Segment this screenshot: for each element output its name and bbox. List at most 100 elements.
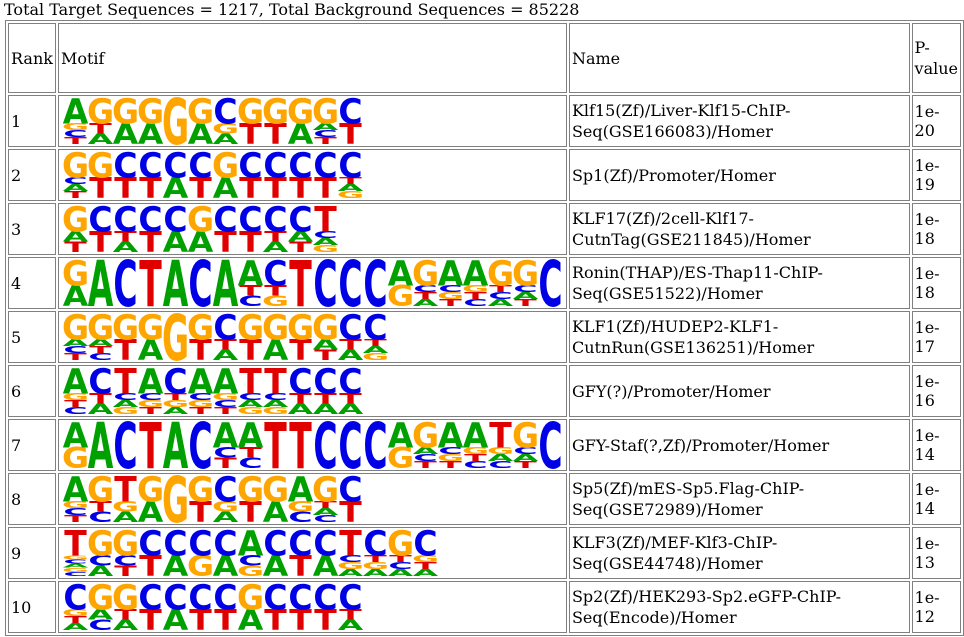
motif-base-C: C <box>238 151 262 185</box>
pvalue-cell: 1e-18 <box>911 257 961 309</box>
rank-cell: 10 <box>8 581 56 633</box>
rank-cell: 3 <box>8 203 56 255</box>
motif-base-G: G <box>187 313 214 347</box>
motif-base-T: T <box>339 175 362 186</box>
motif-base-C: C <box>213 529 237 563</box>
motif-base-T: T <box>89 390 112 407</box>
motif-base-C: C <box>463 297 487 307</box>
motif-base-G: G <box>487 259 514 293</box>
motif-base-C: C <box>213 398 237 409</box>
motif-base-A: A <box>138 334 164 361</box>
motif-base-T: T <box>139 421 162 469</box>
motif-base-A: A <box>238 421 264 455</box>
motif-base-C: C <box>438 283 462 294</box>
motif-base-A: A <box>138 367 164 401</box>
motif-base-G: G <box>237 583 264 617</box>
motif-base-T: T <box>239 118 262 145</box>
motif-base-A: A <box>413 297 439 307</box>
pvalue-cell: 1e-14 <box>911 473 961 525</box>
pvalue-cell: 1e-16 <box>911 365 961 417</box>
motif-base-G: G <box>87 313 114 347</box>
motif-base-T: T <box>114 475 137 509</box>
motif-base-G: G <box>87 97 114 131</box>
motif-base-C: C <box>288 529 312 563</box>
motif-name-cell: KLF3(Zf)/MEF-Klf3-ChIP-Seq(GSE44748)/Hom… <box>568 527 910 579</box>
motif-base-A: A <box>63 621 89 631</box>
motif-base-T: T <box>239 367 262 401</box>
rank-cell: 7 <box>8 419 56 471</box>
motif-base-C: C <box>213 97 237 131</box>
motif-base-T: T <box>339 529 362 563</box>
motif-base-T: T <box>464 290 487 301</box>
motif-base-G: G <box>262 475 289 509</box>
motif-base-A: A <box>263 496 289 523</box>
motif-base-C: C <box>363 313 387 347</box>
pvalue-cell: 1e-13 <box>911 527 961 579</box>
motif-base-C: C <box>413 529 437 563</box>
motif-base-A: A <box>388 567 414 577</box>
rank-cell: 1 <box>8 95 56 147</box>
motif-base-G: G <box>362 560 389 571</box>
table-row: 8 T C G A C T G A G T A G G T G A G C T G A G C G A C A T G T C Sp5(Zf)/… <box>8 473 961 525</box>
motif-base-A: A <box>513 290 539 301</box>
motif-base-T: T <box>239 282 262 299</box>
motif-base-T: T <box>139 604 162 631</box>
motif-base-T: T <box>214 226 237 253</box>
motif-base-G: G <box>212 498 239 515</box>
motif-base-G: G <box>187 475 214 509</box>
motif-base-C: C <box>213 313 237 347</box>
motif-base-C: C <box>188 529 212 563</box>
motif-base-G: G <box>287 97 314 131</box>
motif-base-A: A <box>313 236 339 247</box>
motif-base-C: C <box>438 445 462 456</box>
motif-base-C: C <box>63 571 87 577</box>
motif-base-C: C <box>338 583 362 617</box>
motif-base-T: T <box>139 226 162 253</box>
motif-base-T: T <box>239 496 262 523</box>
motif-base-G: G <box>412 421 439 455</box>
motif-base-T: T <box>64 529 87 563</box>
motif-base-G: G <box>212 391 239 402</box>
motif-name-cell: KLF1(Zf)/HUDEP2-KLF1-CutnRun(GSE136251)/… <box>568 311 910 363</box>
motif-base-A: A <box>113 398 139 409</box>
motif-base-G: G <box>187 398 214 409</box>
motif-base-T: T <box>264 172 287 199</box>
motif-base-C: C <box>113 205 137 239</box>
motif-base-C: C <box>238 205 262 239</box>
motif-name-cell: Sp1(Zf)/Promoter/Homer <box>568 149 910 201</box>
motif-base-T: T <box>114 606 137 623</box>
motif-base-C: C <box>538 421 562 469</box>
motif-base-G: G <box>262 97 289 131</box>
motif-base-C: C <box>113 259 137 307</box>
motif-base-G: G <box>237 563 264 577</box>
motif-base-T: T <box>264 118 287 145</box>
table-row: 5 T C A G C T A G T G A G G T G A T C T G A G T G T A G A T C G A T C KLF1(… <box>8 311 961 363</box>
rank-cell: 4 <box>8 257 56 309</box>
motif-base-T: T <box>314 390 337 407</box>
motif-base-A: A <box>263 239 289 253</box>
motif-base-T: T <box>264 228 287 245</box>
motif-base-C: C <box>113 421 137 469</box>
motif-base-C: C <box>288 367 312 401</box>
motif-base-C: C <box>313 367 337 401</box>
pvalue-cell: 1e-20 <box>911 95 961 147</box>
motif-base-A: A <box>63 337 89 348</box>
rank-cell: 6 <box>8 365 56 417</box>
motif-base-C: C <box>213 205 237 239</box>
motif-base-A: A <box>138 118 164 145</box>
motif-base-G: G <box>212 120 239 137</box>
motif-base-C: C <box>338 259 362 307</box>
motif-base-C: C <box>213 583 237 617</box>
motif-base-C: C <box>213 444 237 461</box>
motif-base-T: T <box>64 239 87 253</box>
pvalue-cell: 1e-17 <box>911 311 961 363</box>
motif-base-C: C <box>88 367 112 401</box>
